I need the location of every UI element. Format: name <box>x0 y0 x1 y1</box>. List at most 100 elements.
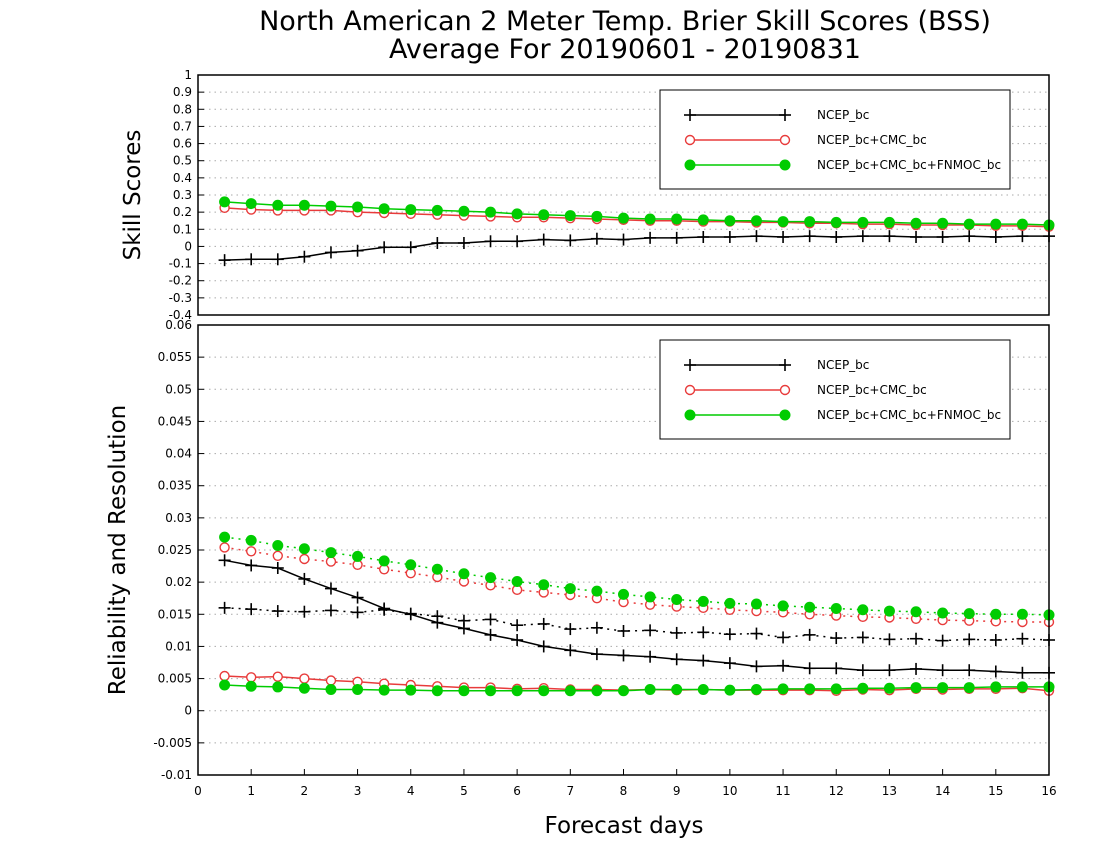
data-point <box>910 682 922 694</box>
legend-entry: NCEP_bc <box>684 108 869 122</box>
y-tick-label: -0.3 <box>169 291 192 305</box>
data-point <box>590 648 603 661</box>
series-1 <box>219 202 1055 232</box>
data-point <box>723 657 736 670</box>
data-point <box>644 213 656 225</box>
data-point <box>351 591 364 604</box>
data-point <box>803 662 816 675</box>
data-point <box>618 212 629 224</box>
x-axis-label: Forecast days <box>545 813 704 839</box>
y-tick-label: 0.025 <box>158 543 192 557</box>
y-tick-label: 0.03 <box>165 511 192 525</box>
data-point <box>750 215 762 227</box>
data-point <box>671 594 683 605</box>
data-point <box>458 568 470 580</box>
data-point <box>405 559 417 571</box>
data-point <box>724 215 736 227</box>
data-point <box>856 664 869 677</box>
data-point <box>538 685 550 697</box>
data-point <box>324 582 337 595</box>
data-point <box>325 684 337 695</box>
data-point <box>937 607 949 619</box>
series-layer <box>218 531 1055 697</box>
series-line <box>224 559 1049 674</box>
data-point <box>352 201 364 213</box>
data-point <box>378 555 390 567</box>
y-tick-label: 0.02 <box>165 575 192 589</box>
data-point <box>511 634 524 646</box>
legend-marker <box>779 134 791 146</box>
x-tick-label: 7 <box>566 784 574 798</box>
data-point <box>750 627 763 640</box>
data-point <box>670 653 683 666</box>
data-point <box>245 198 257 210</box>
data-point <box>511 208 523 220</box>
data-point <box>804 216 816 228</box>
data-point <box>378 603 391 616</box>
data-point <box>404 241 417 254</box>
legend-label: NCEP_bc+CMC_bc <box>817 383 927 397</box>
x-tick-label: 5 <box>460 784 468 798</box>
data-point <box>352 684 364 695</box>
data-point <box>218 254 231 267</box>
data-point <box>936 664 949 677</box>
data-point <box>1016 632 1029 645</box>
y-tick-label: -0.4 <box>169 308 192 322</box>
data-point <box>298 682 310 694</box>
data-point <box>989 634 1002 646</box>
data-point <box>299 673 310 684</box>
data-point <box>857 604 869 616</box>
data-point <box>963 682 975 694</box>
data-point <box>511 685 523 697</box>
data-point <box>777 216 789 228</box>
legend-entry: NCEP_bc <box>684 358 869 372</box>
data-point <box>511 235 524 248</box>
data-point <box>484 613 497 626</box>
data-point <box>617 625 630 637</box>
data-point <box>883 682 895 694</box>
data-point <box>245 253 258 266</box>
data-point <box>298 199 310 211</box>
data-point <box>511 619 524 632</box>
data-point <box>378 203 390 215</box>
data-point <box>910 632 923 645</box>
x-tick-label: 8 <box>620 784 628 798</box>
data-point <box>537 233 550 246</box>
data-point <box>564 583 576 595</box>
data-point <box>564 623 577 636</box>
x-tick-label: 2 <box>301 784 309 798</box>
plot-frame <box>197 74 1050 316</box>
data-point <box>883 216 895 228</box>
data-point <box>777 659 790 672</box>
data-point <box>245 680 257 692</box>
data-point <box>219 670 230 682</box>
data-point <box>723 628 736 641</box>
data-point <box>937 682 949 694</box>
data-point <box>298 250 311 263</box>
y-tick-label: 0.8 <box>173 102 192 116</box>
x-tick-label: 9 <box>673 784 681 798</box>
data-point <box>245 534 257 546</box>
data-point <box>697 654 710 667</box>
y-tick-label: 1 <box>184 68 192 82</box>
data-point <box>644 231 657 244</box>
data-point <box>272 540 284 551</box>
legend-marker <box>684 359 696 371</box>
data-point <box>458 685 470 697</box>
skill-scores-panel: Skill Scores -0.4 -0.3 -0.2 -0.1 0 0.1 0.2 0.3 0… <box>120 68 1055 322</box>
data-point <box>803 230 816 243</box>
data-point <box>219 679 231 691</box>
series-line <box>224 546 1049 623</box>
data-point <box>830 632 843 645</box>
legend-marker <box>684 409 696 421</box>
data-point <box>218 554 231 567</box>
data-point <box>883 605 895 617</box>
series-line <box>224 201 1050 226</box>
data-point <box>777 683 789 695</box>
data-point <box>245 603 258 616</box>
x-tick-label: 13 <box>882 784 897 798</box>
data-point <box>485 572 497 584</box>
legend-marker <box>779 409 791 421</box>
data-point <box>378 241 391 254</box>
data-point <box>537 617 550 630</box>
